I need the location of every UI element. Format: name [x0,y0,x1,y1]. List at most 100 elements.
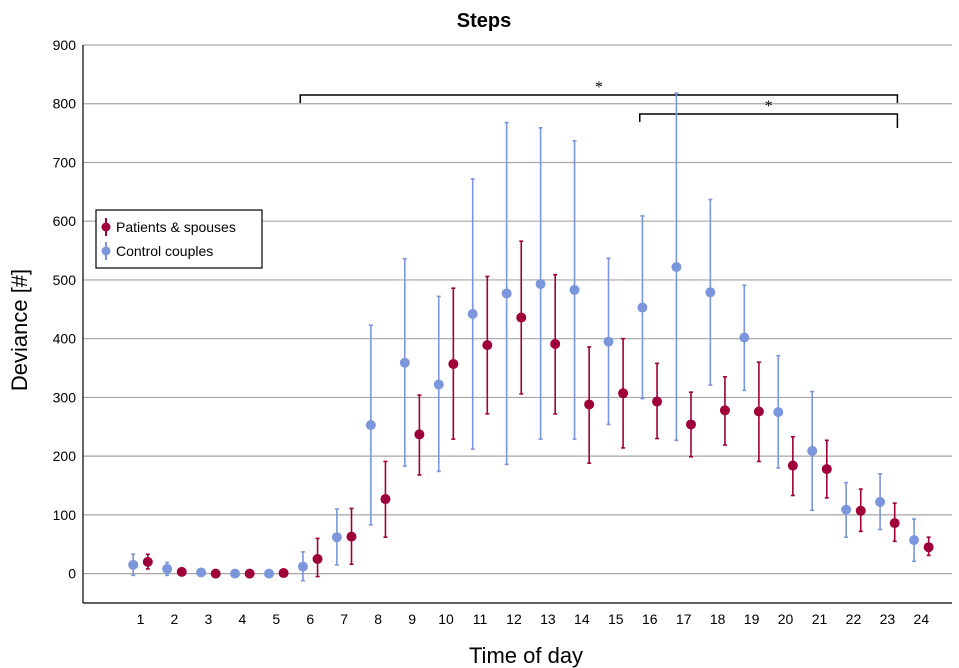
x-tick-label: 2 [171,611,179,627]
y-tick-label: 600 [53,213,77,229]
control-couples-point [807,445,818,456]
x-tick-label: 14 [574,611,590,627]
control-couples-point [841,504,852,515]
x-tick-label: 17 [676,611,692,627]
control-couples-point [569,284,580,295]
legend-box [95,209,263,269]
legend-marker-patients [101,222,111,232]
legend-marker-controls [101,246,111,256]
x-tick-label: 12 [506,611,522,627]
control-couples-point [162,563,173,574]
control-couples-point [535,279,546,290]
control-couples-point [603,336,614,347]
patients-spouses-point [889,518,900,529]
x-tick-label: 21 [812,611,828,627]
patients-spouses-point [142,556,153,567]
grid-lines [83,44,952,575]
y-tick-label: 900 [53,37,77,53]
control-couples-point [230,568,241,579]
control-couples-point [875,496,886,507]
patients-spouses-point [244,568,255,579]
y-tick-labels: 0 100 200 300 400 500 600 700 800 900 [53,37,77,582]
patients-spouses-point [278,568,289,579]
patients-spouses-point [652,396,663,407]
control-couples-point [297,561,308,572]
x-tick-label: 11 [473,611,488,627]
x-tick-label: 8 [374,611,382,627]
control-couples-point [501,288,512,299]
patients-spouses-point [482,340,493,351]
control-couples-point [433,379,444,390]
chart-title: Steps [457,10,511,32]
control-couples-point [399,357,410,368]
control-couples-point [739,332,750,343]
patients-spouses-point [923,542,934,553]
control-couples-point [365,420,376,431]
x-tick-label: 24 [914,611,930,627]
y-tick-label: 0 [68,566,76,582]
x-tick-label: 16 [642,611,658,627]
patients-spouses-point [312,553,323,564]
x-tick-label: 13 [540,611,556,627]
y-tick-label: 300 [53,389,77,405]
y-axis-title: Deviance [#] [7,269,32,391]
x-tick-label: 20 [778,611,794,627]
patients-spouses-point [176,566,187,577]
data-marks [128,92,934,582]
x-tick-label: 5 [272,611,280,627]
significance-bracket [299,94,899,103]
patients-spouses-point [380,494,391,505]
x-tick-label: 7 [340,611,348,627]
legend: Patients & spouses Control couples [95,209,263,269]
control-couples-point [264,568,274,579]
y-tick-label: 700 [53,154,77,170]
control-couples-point [705,287,716,298]
x-tick-label: 1 [137,611,145,627]
x-tick-label: 23 [880,611,896,627]
y-tick-label: 400 [53,331,77,347]
patients-spouses-point [210,568,221,579]
control-couples-point [196,567,207,578]
y-tick-label: 800 [53,96,77,112]
x-tick-label: 22 [846,611,862,627]
patients-spouses-point [719,405,730,416]
x-tick-label: 9 [408,611,416,627]
significance-brackets: ** [299,79,899,128]
control-couples-point [331,532,342,543]
control-couples-point [909,535,920,546]
patients-spouses-point [550,338,561,349]
x-tick-label: 4 [238,611,246,627]
y-tick-label: 200 [53,448,77,464]
significance-star: * [595,79,603,96]
control-couples-point [128,559,139,570]
patients-spouses-point [618,388,629,399]
x-axis-title: Time of day [469,643,583,668]
significance-bracket [639,113,899,128]
y-tick-label: 100 [53,507,77,523]
control-couples-point [671,262,682,273]
patients-spouses-point [855,505,866,516]
legend-label-controls: Control couples [116,243,213,259]
patients-spouses-point [516,312,527,323]
patients-spouses-point [821,464,832,475]
control-couples-point [773,407,784,418]
axes [82,45,952,604]
control-couples-point [637,302,648,313]
y-tick-label: 500 [53,272,77,288]
x-tick-label: 10 [438,611,454,627]
significance-star: * [765,98,773,115]
control-couples-point [467,309,478,320]
x-tick-label: 15 [608,611,624,627]
patients-spouses-point [414,429,425,440]
x-tick-label: 19 [744,611,760,627]
legend-label-patients: Patients & spouses [116,219,236,235]
patients-spouses-point [346,531,357,542]
patients-spouses-point [686,419,696,430]
x-tick-labels: 1 2 3 4 5 6 7 8 9 10 11 12 13 14 15 16 17 18 19 20 21 22 23 24 [137,611,930,627]
patients-spouses-point [753,406,764,417]
patients-spouses-point [448,358,459,369]
patients-spouses-point [584,399,595,410]
x-tick-label: 6 [306,611,314,627]
patients-spouses-point [787,460,798,471]
